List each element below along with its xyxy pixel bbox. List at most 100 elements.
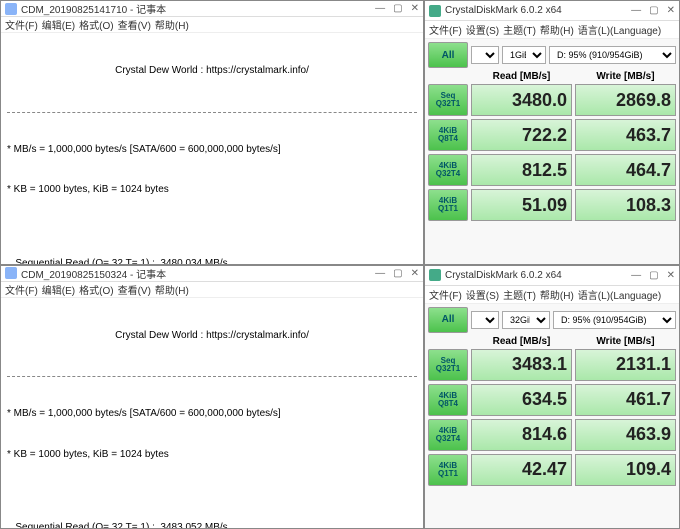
window-buttons[interactable]: — ▢ ✕ <box>375 268 419 279</box>
test-button[interactable]: SeqQ32T1 <box>428 349 468 381</box>
close-icon: ✕ <box>667 270 675 281</box>
benchmark-row: 4KiBQ8T4722.2463.7 <box>428 119 676 151</box>
menu-item[interactable]: 设置(S) <box>466 22 499 37</box>
runs-select[interactable]: 5 <box>471 46 499 64</box>
titlebar[interactable]: CDM_20190825150324 - 记事本 — ▢ ✕ <box>1 266 423 282</box>
test-button[interactable]: 4KiBQ8T4 <box>428 119 468 151</box>
read-value: 51.09 <box>471 189 572 221</box>
window-title: CrystalDiskMark 6.0.2 x64 <box>445 5 631 16</box>
benchmark-row: 4KiBQ1T151.09108.3 <box>428 189 676 221</box>
read-value: 814.6 <box>471 419 572 451</box>
window-title: CDM_20190825150324 - 记事本 <box>21 266 375 281</box>
test-button[interactable]: SeqQ32T1 <box>428 84 468 116</box>
menu-item[interactable]: 格式(O) <box>79 17 113 32</box>
benchmark-row: 4KiBQ32T4814.6463.9 <box>428 419 676 451</box>
window-title: CrystalDiskMark 6.0.2 x64 <box>445 270 631 281</box>
all-button[interactable]: All <box>428 307 468 333</box>
menu-item[interactable]: 查看(V) <box>118 282 151 297</box>
menu-item[interactable]: 格式(O) <box>79 282 113 297</box>
cdm-icon <box>429 5 441 17</box>
window-buttons[interactable]: — ▢ ✕ <box>375 3 419 14</box>
close-icon: ✕ <box>667 5 675 16</box>
runs-select[interactable]: 5 <box>471 311 499 329</box>
menu-item[interactable]: 帮助(H) <box>155 17 189 32</box>
menu-item[interactable]: 文件(F) <box>429 287 462 302</box>
size-select[interactable]: 1GiB <box>502 46 546 64</box>
result-line: Sequential Read (Q= 32,T= 1) : 3483.052 … <box>7 521 417 529</box>
test-button[interactable]: 4KiBQ32T4 <box>428 419 468 451</box>
read-value: 722.2 <box>471 119 572 151</box>
read-value: 3480.0 <box>471 84 572 116</box>
write-header: Write [MB/s] <box>575 336 676 347</box>
menu-item[interactable]: 主题(T) <box>503 287 536 302</box>
menu-item[interactable]: 帮助(H) <box>155 282 189 297</box>
read-header: Read [MB/s] <box>471 71 572 82</box>
read-header: Read [MB/s] <box>471 336 572 347</box>
drive-select[interactable]: D: 95% (910/954GiB) <box>549 46 676 64</box>
cdm-1: CrystalDiskMark 6.0.2 x64 — ▢ ✕ 文件(F) 设置(S)… <box>424 0 680 265</box>
benchmark-row: 4KiBQ1T142.47109.4 <box>428 454 676 486</box>
write-value: 2131.1 <box>575 349 676 381</box>
maximize-icon: ▢ <box>393 268 402 279</box>
size-select[interactable]: 32GiB <box>502 311 550 329</box>
all-button[interactable]: All <box>428 42 468 68</box>
benchmark-row: SeqQ32T13480.02869.8 <box>428 84 676 116</box>
cdm-2: CrystalDiskMark 6.0.2 x64 — ▢ ✕ 文件(F) 设置(S)… <box>424 265 680 529</box>
minimize-icon: — <box>375 3 385 14</box>
maximize-icon: ▢ <box>649 5 658 16</box>
notepad-2: CDM_20190825150324 - 记事本 — ▢ ✕ 文件(F) 编辑(E) 格… <box>0 265 424 529</box>
text-area[interactable]: Crystal Dew World : https://crystalmark.… <box>1 298 423 529</box>
menu-item[interactable]: 文件(F) <box>5 17 38 32</box>
test-button[interactable]: 4KiBQ32T4 <box>428 154 468 186</box>
write-header: Write [MB/s] <box>575 71 676 82</box>
window-title: CDM_20190825141710 - 记事本 <box>21 1 375 16</box>
read-value: 634.5 <box>471 384 572 416</box>
notepad-1: CDM_20190825141710 - 记事本 — ▢ ✕ 文件(F) 编辑(E) 格… <box>0 0 424 265</box>
minimize-icon: — <box>375 268 385 279</box>
menu-item[interactable]: 主题(T) <box>503 22 536 37</box>
menu-item[interactable]: 帮助(H) <box>540 287 574 302</box>
menu-item[interactable]: 文件(F) <box>5 282 38 297</box>
close-icon: ✕ <box>411 268 419 279</box>
write-value: 108.3 <box>575 189 676 221</box>
minimize-icon: — <box>631 270 641 281</box>
test-button[interactable]: 4KiBQ1T1 <box>428 454 468 486</box>
benchmark-row: SeqQ32T13483.12131.1 <box>428 349 676 381</box>
menu-item[interactable]: 查看(V) <box>118 17 151 32</box>
titlebar[interactable]: CrystalDiskMark 6.0.2 x64 — ▢ ✕ <box>425 266 679 286</box>
write-value: 461.7 <box>575 384 676 416</box>
titlebar[interactable]: CDM_20190825141710 - 记事本 — ▢ ✕ <box>1 1 423 17</box>
menubar[interactable]: 文件(F) 设置(S) 主题(T) 帮助(H) 语言(L)(Language) <box>425 286 679 304</box>
drive-select[interactable]: D: 95% (910/954GiB) <box>553 311 676 329</box>
write-value: 463.7 <box>575 119 676 151</box>
write-value: 2869.8 <box>575 84 676 116</box>
benchmark-row: 4KiBQ32T4812.5464.7 <box>428 154 676 186</box>
maximize-icon: ▢ <box>649 270 658 281</box>
notepad-icon <box>5 267 17 279</box>
write-value: 464.7 <box>575 154 676 186</box>
notepad-icon <box>5 3 17 15</box>
menubar[interactable]: 文件(F) 设置(S) 主题(T) 帮助(H) 语言(L)(Language) <box>425 21 679 39</box>
menu-item[interactable]: 语言(L)(Language) <box>578 287 661 302</box>
maximize-icon: ▢ <box>393 3 402 14</box>
close-icon: ✕ <box>411 3 419 14</box>
write-value: 463.9 <box>575 419 676 451</box>
result-line: Sequential Read (Q= 32,T= 1) : 3480.034 … <box>7 257 417 265</box>
menubar[interactable]: 文件(F) 编辑(E) 格式(O) 查看(V) 帮助(H) <box>1 282 423 298</box>
menu-item[interactable]: 设置(S) <box>466 287 499 302</box>
window-buttons[interactable]: — ▢ ✕ <box>631 270 675 281</box>
minimize-icon: — <box>631 5 641 16</box>
window-buttons[interactable]: — ▢ ✕ <box>631 5 675 16</box>
menu-item[interactable]: 编辑(E) <box>42 282 75 297</box>
test-button[interactable]: 4KiBQ1T1 <box>428 189 468 221</box>
menu-item[interactable]: 语言(L)(Language) <box>578 22 661 37</box>
write-value: 109.4 <box>575 454 676 486</box>
titlebar[interactable]: CrystalDiskMark 6.0.2 x64 — ▢ ✕ <box>425 1 679 21</box>
test-button[interactable]: 4KiBQ8T4 <box>428 384 468 416</box>
text-area[interactable]: Crystal Dew World : https://crystalmark.… <box>1 33 423 265</box>
menu-item[interactable]: 编辑(E) <box>42 17 75 32</box>
read-value: 3483.1 <box>471 349 572 381</box>
menubar[interactable]: 文件(F) 编辑(E) 格式(O) 查看(V) 帮助(H) <box>1 17 423 33</box>
menu-item[interactable]: 帮助(H) <box>540 22 574 37</box>
menu-item[interactable]: 文件(F) <box>429 22 462 37</box>
